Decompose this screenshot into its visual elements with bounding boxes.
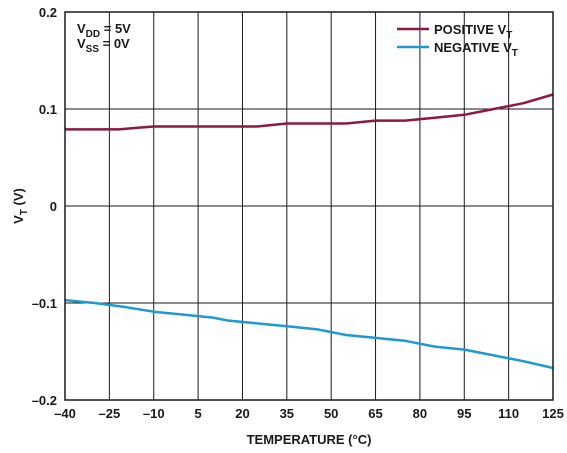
vdd-sub: DD: [86, 29, 100, 40]
y-tick-label: 0.2: [39, 5, 57, 20]
plot-frame: [64, 11, 554, 401]
x-tick-label: 5: [194, 406, 201, 421]
legend-label-positive: POSITIVE VT: [434, 22, 512, 41]
vdd-main: V: [77, 21, 86, 36]
y-axis-title: VT (V): [11, 188, 30, 224]
legend-negative-main: NEGATIVE V: [434, 40, 512, 55]
legend-positive-sub: T: [506, 30, 512, 41]
y-tick-label: –0.1: [32, 296, 57, 311]
legend-negative-sub: T: [512, 48, 518, 59]
y-tick-label: 0.1: [39, 102, 57, 117]
vdd-annotation: VDD = 5V: [77, 21, 131, 40]
x-tick-label: 80: [413, 406, 427, 421]
y-axis-title-sub: T: [19, 209, 30, 215]
x-tick-label: 50: [324, 406, 338, 421]
x-tick-label: 95: [457, 406, 471, 421]
series-line-negative: [64, 298, 554, 370]
x-tick-label: 65: [368, 406, 382, 421]
vss-rest: = 0V: [99, 36, 130, 51]
x-tick-label: 110: [498, 406, 519, 421]
x-tick-label: 125: [542, 406, 564, 421]
x-tick-label: 20: [235, 406, 249, 421]
legend-positive-main: POSITIVE V: [434, 22, 507, 37]
y-axis-title-main: V: [11, 215, 26, 224]
legend: POSITIVE VT NEGATIVE VT: [397, 22, 518, 59]
x-tick-label: –10: [143, 406, 165, 421]
vdd-rest: = 5V: [100, 21, 131, 36]
vss-sub: SS: [86, 44, 100, 55]
y-tick-label: –0.2: [32, 393, 57, 408]
legend-label-negative: NEGATIVE VT: [434, 40, 518, 59]
y-tick-labels: –0.2 –0.1 0 0.1 0.2: [32, 5, 57, 408]
vss-annotation: VSS = 0V: [77, 36, 130, 55]
vss-main: V: [77, 36, 86, 51]
x-tick-label: 35: [280, 406, 294, 421]
grid: [65, 12, 553, 400]
x-tick-label: –40: [54, 406, 76, 421]
y-tick-label: 0: [50, 199, 57, 214]
series-line-positive: [65, 93, 554, 131]
x-tick-labels: –40 –25 –10 5 20 35 50 65 80 95 110 125: [54, 406, 564, 421]
x-tick-label: –25: [99, 406, 121, 421]
series-lines: [64, 93, 554, 370]
y-axis-title-unit: (V): [11, 188, 26, 209]
x-axis-title: TEMPERATURE (°C): [247, 432, 372, 447]
